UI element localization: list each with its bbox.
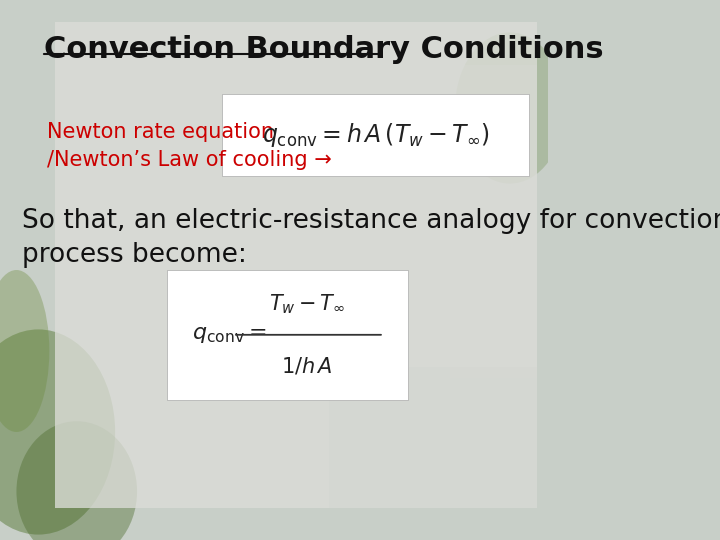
FancyBboxPatch shape (55, 22, 537, 508)
Ellipse shape (17, 421, 137, 540)
FancyBboxPatch shape (329, 367, 537, 508)
Text: Convection Boundary Conditions: Convection Boundary Conditions (44, 35, 603, 64)
Text: $T_w - T_\infty$: $T_w - T_\infty$ (269, 292, 345, 316)
Text: $q_{\mathrm{conv}} = h\,A\,(T_w - T_\infty)$: $q_{\mathrm{conv}} = h\,A\,(T_w - T_\inf… (261, 121, 490, 149)
Ellipse shape (455, 32, 564, 184)
Text: $q_{\mathrm{conv}} =$: $q_{\mathrm{conv}} =$ (192, 325, 266, 345)
Text: So that, an electric-resistance analogy for convection
process become:: So that, an electric-resistance analogy … (22, 208, 720, 268)
FancyBboxPatch shape (222, 94, 529, 176)
Ellipse shape (0, 270, 50, 432)
FancyBboxPatch shape (449, 65, 537, 378)
Text: $1/h\,A$: $1/h\,A$ (282, 355, 333, 376)
Text: Newton rate equation
/Newton’s Law of cooling →: Newton rate equation /Newton’s Law of co… (47, 122, 331, 170)
FancyBboxPatch shape (167, 270, 408, 400)
Ellipse shape (0, 329, 115, 535)
